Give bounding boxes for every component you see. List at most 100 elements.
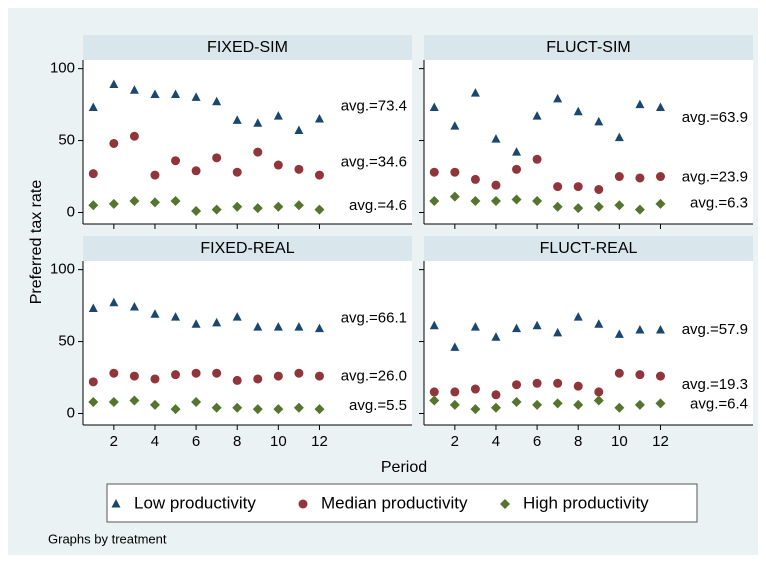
marker: [573, 381, 583, 391]
marker: [191, 206, 202, 217]
marker: [635, 173, 645, 183]
marker: [212, 96, 222, 106]
marker: [512, 380, 522, 390]
marker: [655, 325, 665, 334]
marker: [88, 169, 98, 179]
marker: [150, 309, 160, 318]
marker: [129, 131, 139, 141]
marker: [429, 395, 440, 406]
marker: [294, 164, 304, 174]
panel-title: FIXED-REAL: [200, 240, 294, 257]
plot-region: [424, 261, 753, 425]
marker: [511, 396, 522, 407]
marker: [470, 404, 481, 415]
avg-annotation: avg.=73.4: [341, 98, 407, 115]
avg-annotation: avg.=63.9: [682, 109, 748, 126]
marker: [635, 370, 645, 380]
marker: [273, 404, 284, 415]
marker: [191, 368, 201, 378]
marker: [614, 368, 624, 378]
marker: [450, 342, 460, 351]
marker: [129, 302, 139, 311]
avg-annotation: avg.=66.1: [341, 310, 407, 327]
marker: [150, 170, 160, 180]
marker: [170, 195, 181, 206]
marker: [212, 317, 222, 327]
marker: [273, 201, 284, 212]
marker: [532, 378, 542, 388]
marker: [88, 396, 99, 407]
marker: [314, 371, 324, 381]
marker: [129, 195, 140, 206]
marker: [470, 88, 480, 97]
avg-annotation: avg.=23.9: [682, 169, 748, 186]
marker: [553, 182, 563, 192]
marker: [191, 92, 201, 101]
marker: [232, 312, 242, 321]
marker: [655, 102, 665, 111]
marker: [253, 322, 263, 331]
marker: [149, 399, 160, 410]
marker: [294, 125, 304, 134]
x-tick-label: 4: [492, 433, 500, 450]
marker: [171, 312, 181, 321]
marker: [171, 156, 181, 166]
marker: [593, 201, 604, 212]
marker: [273, 371, 283, 381]
marker: [491, 332, 501, 341]
marker: [573, 399, 584, 410]
marker: [429, 387, 439, 397]
panel-title: FLUCT-SIM: [546, 39, 630, 56]
legend-label: High productivity: [523, 493, 649, 512]
x-tick-label: 8: [233, 433, 241, 450]
marker: [211, 204, 222, 215]
marker: [298, 499, 308, 509]
marker: [552, 201, 563, 212]
panel-title: FLUCT-REAL: [540, 240, 638, 257]
x-tick-label: 10: [270, 433, 287, 450]
marker: [108, 396, 119, 407]
marker: [655, 371, 665, 381]
marker: [491, 180, 501, 190]
marker: [294, 368, 304, 378]
marker: [655, 398, 666, 409]
marker: [491, 390, 501, 400]
marker: [532, 111, 542, 120]
marker: [614, 172, 624, 182]
x-tick-label: 10: [611, 433, 628, 450]
marker: [171, 370, 181, 380]
marker: [111, 499, 121, 508]
avg-annotation: avg.=34.6: [341, 154, 407, 171]
marker: [634, 399, 645, 410]
marker: [614, 402, 625, 413]
x-tick-label: 12: [652, 433, 669, 450]
marker: [573, 203, 584, 214]
panel-title-strip: [424, 35, 753, 60]
y-tick-label: 50: [58, 333, 75, 350]
marker: [450, 167, 460, 177]
marker: [191, 396, 202, 407]
marker: [553, 327, 563, 337]
marker: [293, 200, 304, 211]
marker: [449, 399, 460, 410]
marker: [655, 172, 665, 182]
marker: [109, 368, 119, 378]
x-tick-label: 2: [110, 433, 118, 450]
marker: [212, 153, 222, 163]
marker: [614, 329, 624, 338]
marker: [450, 121, 460, 130]
marker: [150, 89, 160, 99]
marker: [470, 322, 480, 331]
marker: [532, 399, 543, 410]
marker: [614, 132, 624, 142]
marker: [553, 93, 563, 103]
marker: [253, 118, 263, 127]
note: Graphs by treatment: [48, 531, 167, 546]
marker: [532, 320, 542, 330]
marker: [470, 195, 481, 206]
marker: [512, 147, 522, 156]
marker: [232, 375, 242, 385]
marker: [252, 203, 263, 214]
panel-title-strip: [83, 35, 412, 60]
